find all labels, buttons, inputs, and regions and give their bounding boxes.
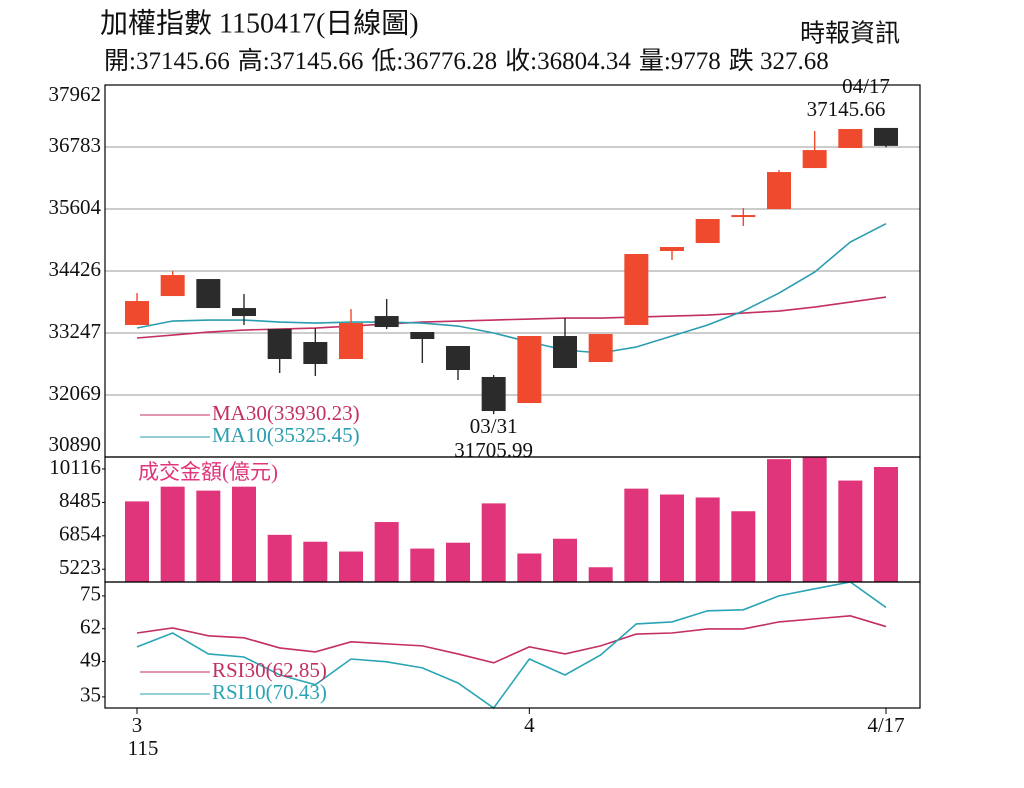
volume-bar — [481, 503, 506, 582]
candle-body — [660, 247, 684, 252]
indicator-line — [136, 222, 887, 354]
indicator-line — [136, 581, 887, 710]
volume-bar — [553, 538, 577, 582]
y-tick-label: 30890 — [49, 432, 102, 456]
candle-body — [695, 219, 720, 244]
volume-bar — [160, 486, 185, 582]
candle-body — [446, 346, 470, 370]
volume-bar — [874, 467, 898, 582]
candle-body — [196, 279, 221, 309]
legend-label: RSI10(70.43) — [212, 680, 327, 704]
volume-bar — [660, 494, 684, 582]
x-tick-label: 4/17 — [867, 713, 904, 737]
stat-label: 收: — [505, 47, 537, 75]
volume-bar — [410, 548, 435, 582]
stat-value: 37145.66 — [136, 48, 230, 75]
candle-body — [267, 329, 292, 360]
candle-body — [410, 332, 435, 340]
volume-bar — [196, 490, 221, 582]
legend-label: MA10(35325.45) — [212, 423, 360, 447]
indicator-line — [136, 296, 887, 339]
volume-bar — [767, 459, 791, 582]
panel-frame — [104, 581, 921, 709]
volume-bar — [588, 567, 613, 582]
y-tick-label: 37962 — [49, 82, 102, 106]
candle-body — [731, 215, 756, 218]
volume-bar — [339, 551, 363, 582]
volume-bar — [303, 541, 328, 582]
y-tick-label: 34426 — [49, 257, 102, 281]
stat-label: 跌 — [729, 47, 760, 75]
volume-bar — [624, 488, 649, 582]
y-tick-label: 8485 — [59, 488, 101, 512]
candle-body — [553, 336, 577, 368]
stat-value: 9778 — [671, 48, 721, 75]
high-note-value: 37145.66 — [807, 97, 886, 121]
y-tick-label: 32069 — [49, 381, 102, 405]
candle-body — [874, 127, 898, 146]
stats-line: 開:37145.66 高:37145.66 低:36776.28 收:36804.34… — [104, 47, 829, 75]
candle-body — [374, 316, 399, 328]
x-sublabel: 115 — [128, 736, 159, 760]
volume-bar — [838, 480, 863, 582]
candle-body — [767, 172, 791, 210]
stat-value: 36776.28 — [403, 48, 497, 75]
low-note-date: 03/31 — [470, 414, 518, 438]
stat-label: 高: — [238, 47, 270, 75]
y-tick-label: 33247 — [49, 319, 102, 343]
source: 時報資訊 — [800, 20, 900, 48]
candle-body — [588, 334, 613, 363]
stat-label: 開: — [104, 48, 136, 75]
volume-bar — [125, 501, 149, 582]
volume-bar — [802, 457, 827, 582]
y-tick-label: 5223 — [59, 555, 101, 579]
candle-body — [838, 129, 863, 149]
volume-bar — [731, 511, 756, 582]
y-tick-label: 75 — [80, 582, 101, 606]
volume-bar — [517, 553, 542, 582]
high-note-date: 04/17 — [842, 74, 890, 98]
y-tick-label: 6854 — [59, 522, 102, 546]
stat-value: 36804.34 — [537, 48, 631, 75]
indicator-line — [136, 615, 887, 664]
legend-label: MA30(33930.23) — [212, 401, 360, 425]
volume-bar — [446, 542, 470, 582]
candle-body — [160, 275, 185, 297]
stat-value: 37145.66 — [270, 48, 364, 75]
y-tick-label: 35 — [80, 683, 101, 707]
x-tick-label: 4 — [524, 713, 535, 737]
candle-body — [481, 376, 506, 412]
stat-value: 327.68 — [760, 48, 829, 75]
y-tick-label: 49 — [80, 647, 101, 671]
volume-bar — [267, 534, 292, 582]
y-tick-label: 35604 — [49, 195, 102, 219]
y-tick-label: 10116 — [49, 455, 101, 479]
chart-title: 加權指數 1150417(日線圖) — [100, 7, 419, 39]
y-tick-label: 36783 — [49, 133, 102, 157]
x-tick-label: 3 — [132, 713, 143, 737]
volume-bar — [232, 486, 256, 582]
volume-bar — [374, 522, 399, 582]
panel-label: 成交金額(億元) — [138, 460, 278, 484]
candle-body — [802, 150, 827, 169]
candle-body — [339, 323, 363, 360]
legend-label: RSI30(62.85) — [212, 658, 327, 682]
candle-body — [517, 336, 542, 404]
candle-body — [624, 254, 649, 326]
candle-body — [125, 301, 149, 326]
stat-label: 量: — [639, 48, 671, 75]
candle-body — [232, 308, 256, 317]
low-note-value: 31705.99 — [454, 438, 533, 462]
stat-label: 低: — [371, 47, 403, 75]
volume-bar — [695, 497, 720, 582]
y-tick-label: 62 — [80, 615, 101, 639]
candle-body — [303, 342, 328, 364]
